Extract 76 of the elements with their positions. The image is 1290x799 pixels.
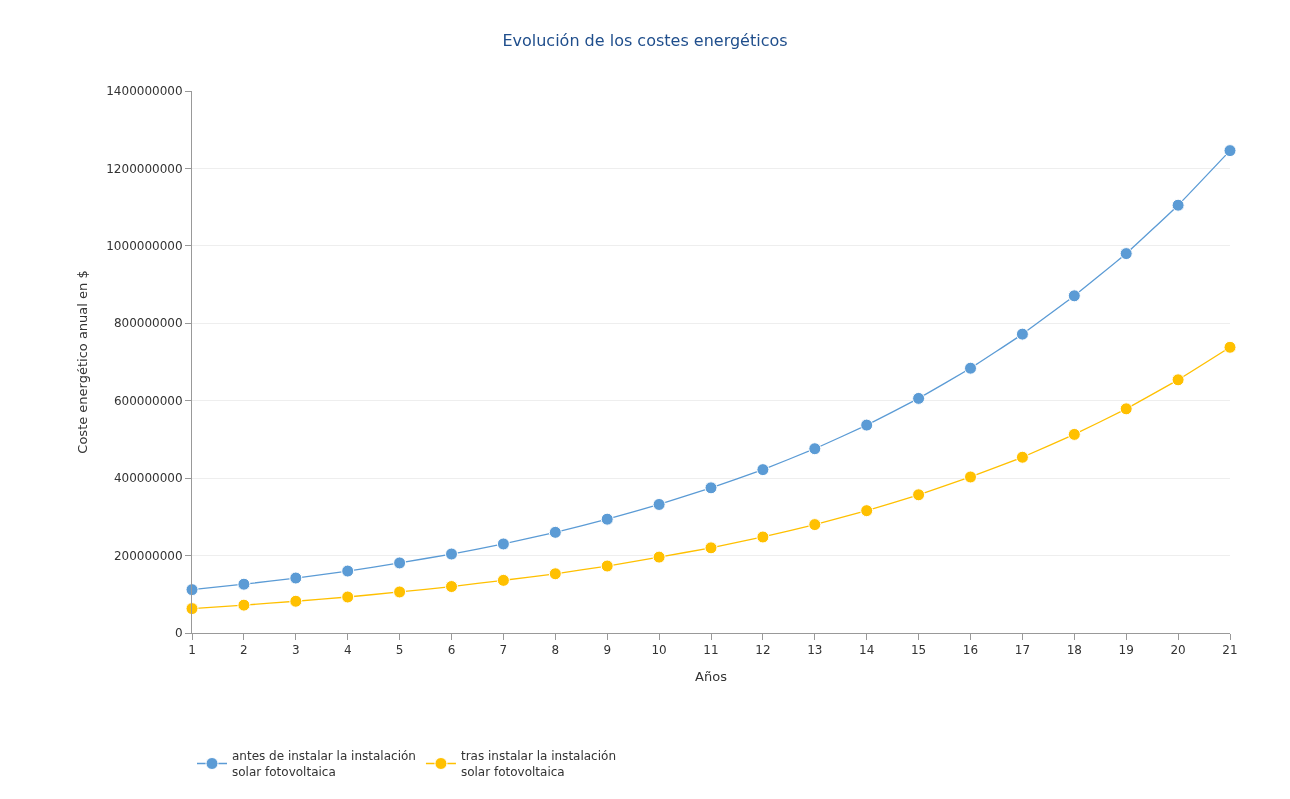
y-tick-label: 800000000 [113,316,183,331]
point [548,567,562,581]
x-tick-label: 21 [1222,643,1238,658]
x-tick-label: 11 [703,643,719,658]
point [600,559,614,573]
point [445,580,458,594]
y-tick-label: 1200000000 [106,161,183,176]
x-tick-label: 19 [1118,643,1134,658]
point [808,518,822,532]
point [1223,340,1237,354]
y-tick-label: 0 [174,626,183,641]
point [1015,327,1029,341]
chart-title: Evolución de los costes energéticos [502,30,788,50]
point [1015,450,1029,464]
point [808,442,822,456]
point [652,550,666,564]
point [237,577,251,591]
point [860,418,874,432]
point [704,481,718,495]
x-tick-label: 20 [1170,643,1186,658]
point [756,530,770,544]
point [185,602,199,616]
x-tick-label: 5 [395,643,404,658]
x-tick-label: 3 [291,643,300,658]
point [496,537,510,551]
x-tick-label: 14 [859,643,875,658]
x-tick-label: 18 [1066,643,1082,658]
point [289,571,303,585]
point [704,541,718,555]
point [860,504,874,518]
point [341,590,355,604]
x-tick-label: 2 [240,643,248,658]
x-tick-label: 1 [188,643,196,658]
point [548,525,562,539]
y-tick-label: 1400000000 [106,84,183,99]
point [964,361,977,375]
point [445,547,458,561]
x-tick-label: 15 [910,643,927,658]
y-tick-label: 400000000 [113,471,183,486]
y-tick-label: 200000000 [113,548,183,563]
point [1067,427,1081,441]
point [1119,402,1133,416]
x-axis-title: Años [695,669,728,684]
x-tick-label: 12 [755,643,771,658]
x-tick-label: 16 [962,643,979,658]
point [1119,247,1133,261]
x-tick-label: 17 [1014,643,1031,658]
point [1067,289,1081,303]
legend-label: antes de instalar la instalación solar fotovoltaica [232,749,416,779]
x-tick-label: 6 [447,643,456,658]
x-tick-label: 4 [343,643,352,658]
point [1171,373,1185,387]
point [185,583,199,597]
point [496,573,510,587]
point [341,564,355,578]
x-tick-label: 13 [807,643,823,658]
point [912,391,926,405]
x-tick-label: 9 [603,643,612,658]
y-tick-label: 1000000000 [106,239,183,254]
point [756,463,770,477]
y-tick-label: 600000000 [113,393,183,408]
point [393,585,407,599]
point [289,594,303,608]
point [912,488,926,502]
point [393,556,407,570]
point [600,512,614,526]
point [1223,144,1237,158]
y-axis-title: Coste energético anual en $ [75,270,91,454]
point [652,497,666,511]
legend-label: tras instalar la instalación solar fotovoltaica [460,749,616,779]
point [964,470,977,484]
point [1171,198,1185,212]
x-tick-label: 8 [551,643,560,658]
x-tick-label: 7 [499,643,508,658]
x-tick-label: 10 [651,643,667,658]
point [237,598,251,612]
